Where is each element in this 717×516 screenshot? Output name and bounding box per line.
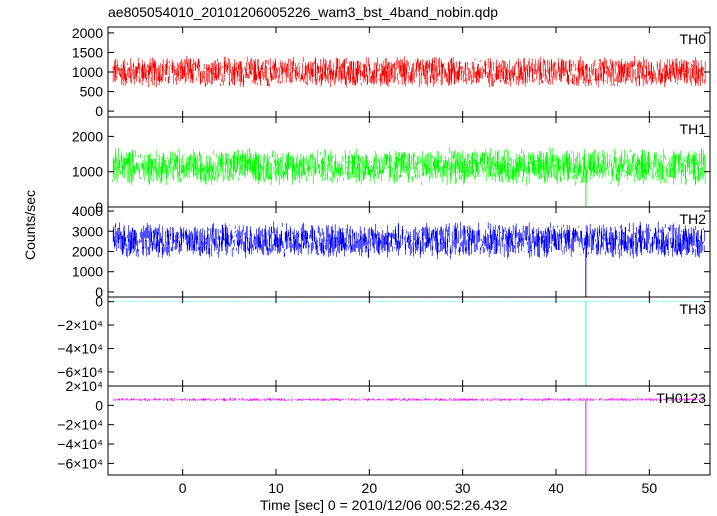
series-th2	[112, 221, 706, 260]
y-tick-label: 3000	[72, 223, 103, 239]
x-tick-label: 40	[548, 480, 564, 496]
series-th1	[112, 146, 706, 186]
y-tick-label: 0	[95, 103, 103, 119]
y-tick-label: 2000	[72, 128, 103, 144]
y-tick-label: −4×10⁴	[57, 436, 103, 452]
y-tick-label: 4000	[72, 203, 103, 219]
panel-label-th1: TH1	[680, 121, 707, 137]
x-tick-label: 30	[455, 480, 471, 496]
y-tick-label: 2000	[72, 243, 103, 259]
panel-label-th0123: TH0123	[656, 390, 706, 406]
chart-title: ae805054010_20101206005226_wam3_bst_4ban…	[108, 4, 499, 20]
y-tick-label: 0	[95, 284, 103, 300]
panel-label-th3: TH3	[680, 301, 707, 317]
y-tick-label: 1000	[72, 264, 103, 280]
series-th0	[112, 55, 706, 88]
panel-frame-th3	[107, 296, 711, 387]
y-tick-label: −6×10⁴	[57, 455, 103, 471]
y-tick-label: 1500	[72, 44, 103, 60]
panel-label-th0: TH0	[680, 31, 707, 47]
y-tick-label: 1000	[72, 64, 103, 80]
y-tick-label: −4×10⁴	[57, 341, 103, 357]
x-tick-label: 50	[642, 480, 658, 496]
y-tick-label: 2×10⁴	[65, 378, 103, 394]
x-tick-label: 0	[179, 480, 187, 496]
y-tick-label: −2×10⁴	[57, 417, 103, 433]
series-th0123	[112, 397, 706, 402]
y-tick-label: 1000	[72, 164, 103, 180]
y-tick-label: 0	[95, 294, 103, 310]
x-tick-label: 20	[362, 480, 378, 496]
x-tick-label: 10	[268, 480, 284, 496]
y-tick-label: 500	[80, 84, 104, 100]
y-tick-label: −6×10⁴	[57, 364, 103, 380]
series-th3	[112, 301, 706, 303]
y-tick-label: 0	[95, 199, 103, 215]
panel-frame-th0123	[107, 385, 711, 476]
panel-label-th2: TH2	[680, 211, 707, 227]
y-tick-label: 0	[95, 397, 103, 413]
y-tick-label: 2000	[72, 25, 103, 41]
x-axis-label: Time [sec] 0 = 2010/12/06 00:52:26.432	[260, 497, 508, 513]
y-tick-label: −2×10⁴	[57, 317, 103, 333]
